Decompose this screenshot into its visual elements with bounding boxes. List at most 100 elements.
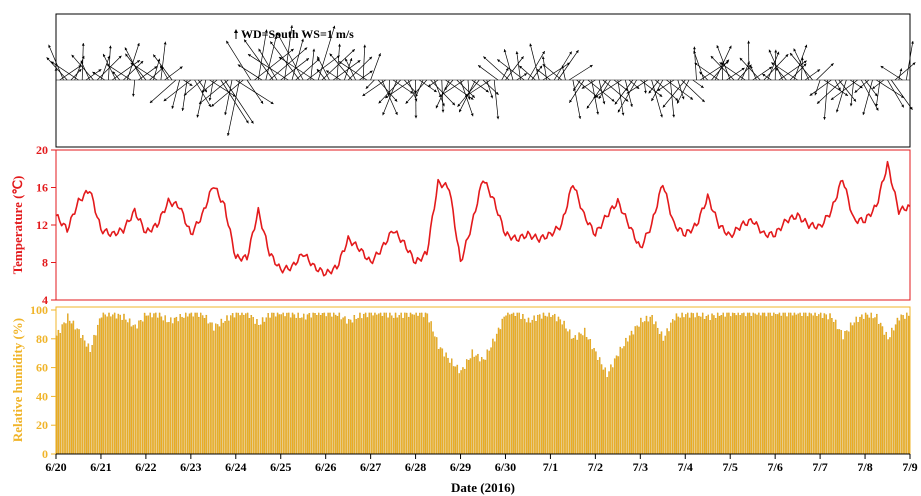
humidity-bar (310, 317, 312, 455)
humidity-bar (422, 317, 425, 455)
humidity-bar (780, 315, 783, 455)
humidity-bar (866, 314, 869, 455)
humidity-bar (110, 316, 112, 455)
wind-arrow-head-icon (690, 96, 693, 100)
humidity-bar (175, 316, 178, 455)
x-axis: 6/20 6/21 6/22 6/23 6/24 6/25 6/26 6/27 6/28 6/29… (45, 453, 918, 495)
wind-arrow-head-icon (496, 116, 500, 120)
wind-arrow (392, 79, 414, 94)
humidity-bar (761, 312, 764, 455)
humidity-bar (739, 315, 741, 455)
humidity-bar (703, 319, 706, 455)
humidity-bar (653, 324, 655, 455)
wind-arrow-head-icon (595, 94, 599, 98)
wind-arrow-head-icon (260, 100, 264, 104)
humidity-bar (829, 313, 831, 455)
wind-arrow (669, 79, 675, 118)
humidity-bar (273, 312, 275, 455)
wind-arrow-head-icon (349, 58, 353, 62)
humidity-bar (254, 323, 256, 455)
humidity-bar (864, 312, 867, 455)
wind-arrow (441, 79, 444, 113)
wind-arrow (336, 43, 341, 81)
humidity-bar (87, 343, 90, 455)
wind-arrow-head-icon (814, 92, 818, 96)
wind-arrow (516, 51, 521, 81)
wind-arrow-head-icon (124, 47, 128, 51)
humidity-bar (306, 314, 309, 455)
humidity-bar (537, 314, 539, 455)
x-tick-label: 7/4 (678, 460, 693, 474)
humidity-bar (475, 355, 477, 455)
wind-arrow-head-icon (660, 114, 663, 118)
humidity-bar (499, 329, 502, 455)
wind-arrow-head-icon (226, 40, 229, 44)
humidity-bar (524, 318, 526, 455)
humidity-bar (430, 321, 432, 455)
humidity-bar (321, 313, 324, 455)
wind-arrow-head-icon (875, 103, 879, 107)
humidity-bar (634, 326, 636, 455)
humidity-bar (83, 340, 86, 455)
humidity-bar (464, 368, 466, 455)
wind-arrow (377, 79, 398, 102)
wind-arrow-head-icon (750, 65, 753, 69)
wind-arrow-head-icon (694, 62, 698, 66)
wind-arrow-head-icon (250, 120, 254, 124)
humidity-bar (432, 331, 434, 455)
humidity-bar (153, 313, 155, 455)
humidity-bar (801, 316, 803, 455)
humidity-bar (130, 326, 133, 455)
humidity-bar (331, 316, 333, 455)
humidity-bar (621, 348, 623, 455)
wind-arrow (598, 79, 611, 100)
humidity-bar (263, 321, 266, 455)
humidity-bar (55, 335, 58, 455)
humidity-bar (406, 312, 408, 455)
wind-arrow-head-icon (648, 90, 652, 94)
wind-arrow (542, 63, 562, 81)
humidity-bar (668, 331, 670, 455)
wind-arrow (875, 79, 881, 107)
humidity-bar (638, 326, 640, 455)
humidity-bar (655, 321, 657, 455)
wind-arrow-head-icon (332, 25, 336, 29)
wind-arrow-head-icon (536, 69, 540, 73)
wind-arrow-head-icon (470, 96, 474, 100)
wind-arrow-head-icon (363, 44, 367, 48)
wind-arrow-head-icon (365, 85, 369, 89)
wind-arrow (569, 79, 585, 103)
humidity-bar (400, 312, 402, 455)
humidity-bar (115, 318, 118, 455)
humidity-bar (662, 340, 665, 455)
wind-arrow-head-icon (163, 41, 167, 45)
wind-arrow-head-icon (739, 57, 743, 61)
wind-arrow-head-icon (237, 64, 241, 68)
wind-arrow-head-icon (803, 60, 807, 64)
humidity-bar (559, 319, 562, 455)
humidity-bar (377, 313, 380, 455)
wind-arrow (419, 79, 437, 93)
humidity-bar (112, 314, 114, 455)
wind-arrow-head-icon (329, 53, 333, 57)
humidity-bar (284, 316, 286, 455)
humidity-bar (707, 314, 710, 455)
wind-arrow-head-icon (541, 56, 545, 60)
wind-arrow-head-icon (862, 112, 866, 115)
wind-arrow-head-icon (503, 49, 507, 53)
wind-arrow (542, 62, 571, 81)
wind-arrow-head-icon (204, 89, 207, 93)
wind-arrow (486, 79, 493, 99)
humidity-bar (516, 312, 518, 455)
humidity-bar (645, 315, 648, 455)
humidity-bar (447, 357, 449, 455)
wind-arrow-head-icon (226, 133, 230, 136)
wind-arrow-head-icon (771, 62, 775, 66)
temperature-y-tick-label: 20 (36, 143, 48, 157)
x-tick-label: 6/22 (135, 460, 156, 474)
x-axis-ticks: 6/20 6/21 6/22 6/23 6/24 6/25 6/26 6/27 6/28 6/29… (45, 454, 918, 474)
humidity-bar (452, 366, 455, 455)
humidity-bar (389, 312, 391, 455)
humidity-bar (173, 317, 176, 455)
